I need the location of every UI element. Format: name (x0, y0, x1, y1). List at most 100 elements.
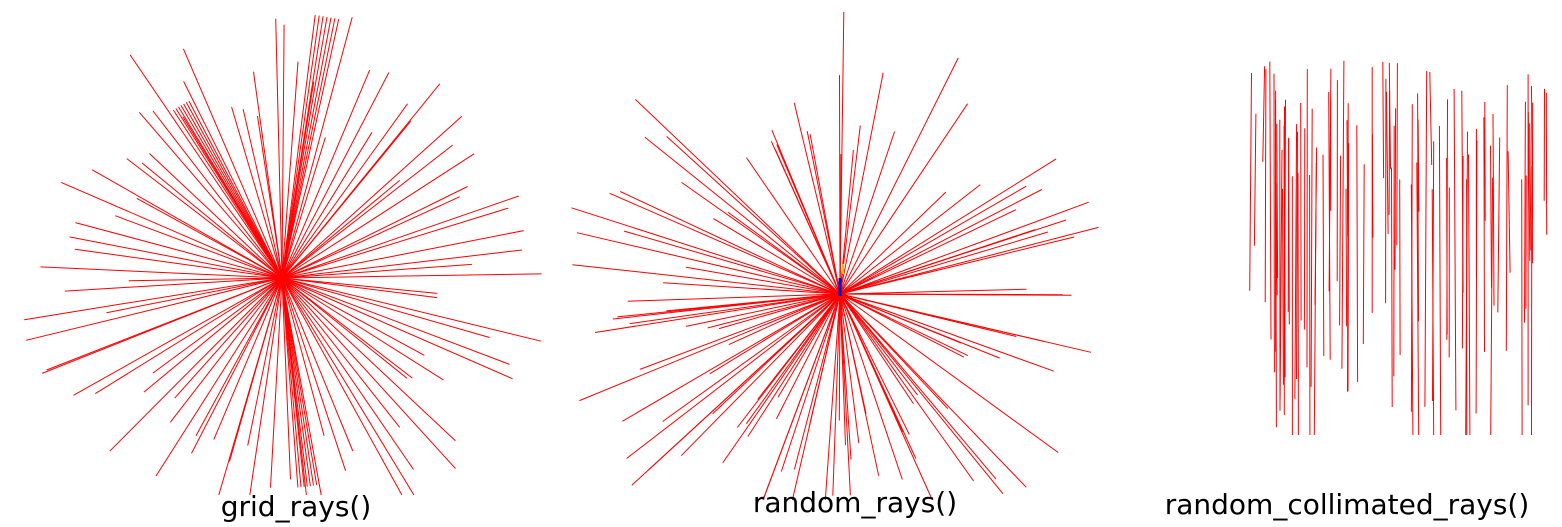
ray-line (281, 277, 291, 480)
ray-line (281, 207, 509, 279)
ray-line (839, 293, 1072, 296)
ray-line (281, 277, 414, 470)
collimated-ray-line (1468, 154, 1471, 436)
ray-line (685, 293, 841, 327)
ray-line (281, 72, 390, 279)
collimated-ray-line (1446, 99, 1448, 340)
ray-line (839, 11, 845, 295)
ray-line (745, 157, 841, 295)
ray-line (626, 293, 841, 459)
ray-line (718, 293, 841, 330)
ray-line (707, 293, 841, 329)
ray-line (126, 158, 283, 279)
ray-line (281, 132, 373, 279)
ray-line (253, 71, 283, 279)
ray-line (281, 277, 456, 469)
collimated-ray-line (1424, 70, 1428, 407)
ray-line (213, 277, 283, 440)
ray-line (663, 282, 841, 295)
ray-line (839, 293, 997, 480)
collimated-ray-line (1249, 72, 1252, 291)
ray-line (771, 130, 841, 295)
collimated-ray-line (1341, 60, 1345, 369)
collimated-ray-line (1264, 69, 1267, 303)
ray-line (270, 277, 283, 488)
ray-line (175, 108, 283, 279)
ray-line (281, 277, 354, 452)
collimated-ray-line (1388, 62, 1391, 169)
collimated-ray-line (1461, 90, 1464, 293)
ray-line (839, 209, 1017, 295)
collimated-ray-line (1339, 155, 1342, 326)
ray-line (281, 277, 308, 487)
ray-line (281, 277, 438, 294)
collimated-ray-line (1253, 113, 1257, 246)
ray-line (75, 222, 283, 279)
ray-line (839, 293, 1059, 453)
ray-line (128, 277, 283, 282)
ray-line (24, 277, 283, 321)
ray-line (623, 230, 841, 295)
ray-line (777, 293, 841, 398)
ray-line (666, 136, 841, 295)
collimated-ray-line (1310, 108, 1313, 387)
ray-line (281, 15, 320, 279)
collimated-ray-line (1294, 124, 1298, 399)
collimated-ray-line (1362, 164, 1365, 345)
ray-line (174, 277, 283, 399)
ray-line (793, 102, 841, 295)
collimated-ray-line (1347, 103, 1349, 392)
ray-line (839, 293, 904, 433)
ray-line (281, 277, 311, 487)
collimated-ray-line (1505, 85, 1508, 351)
ray-line (229, 277, 283, 462)
ray-line (281, 137, 326, 279)
ray-line (681, 181, 841, 295)
ray-line (95, 277, 283, 395)
ray-line (572, 264, 841, 295)
collimated-ray-line (1386, 91, 1389, 234)
collimated-ray-line (1347, 143, 1350, 392)
collimated-ray-line (1371, 134, 1374, 238)
ray-line (249, 277, 283, 496)
collimated-ray-line (1346, 120, 1349, 236)
ray-line (281, 230, 524, 279)
ray-line (762, 293, 841, 501)
collimated-ray-line (1475, 140, 1478, 414)
ray-line (662, 293, 841, 422)
ray-line (281, 195, 519, 279)
ray-line (832, 293, 841, 496)
ray-line (839, 236, 1075, 295)
ray-line (152, 110, 283, 279)
collimated-ray-line (1282, 188, 1284, 385)
collimated-ray-line (1497, 137, 1501, 313)
ray-line (644, 136, 841, 295)
ray-line (281, 17, 332, 279)
ray-line (281, 103, 408, 279)
collimated-ray-line (1529, 123, 1532, 251)
ray-line (281, 277, 490, 338)
ray-line (281, 186, 468, 279)
collimated-ray-line (1483, 117, 1485, 352)
ray-line (839, 293, 962, 344)
collimated-ray-line (1492, 113, 1495, 306)
ray-line (728, 293, 841, 346)
collimated-ray-line (1396, 63, 1398, 246)
ray-line (839, 293, 918, 396)
ray-line (281, 277, 444, 381)
collimated-ray-line (1432, 141, 1435, 402)
random-rays-plot (571, 11, 1099, 501)
ray-line (281, 277, 400, 428)
ray-line (281, 24, 285, 279)
ray-line (839, 293, 1004, 495)
ray-line (281, 18, 340, 279)
ray-line (791, 293, 841, 501)
collimated-ray-line (1262, 66, 1266, 162)
collimated-ray-line (1524, 101, 1526, 323)
ray-line (780, 293, 841, 472)
collimated-ray-line (1391, 167, 1393, 408)
ray-line (195, 277, 283, 436)
ray-line (231, 106, 283, 279)
ray-line (281, 277, 318, 486)
ray-line (74, 248, 283, 279)
